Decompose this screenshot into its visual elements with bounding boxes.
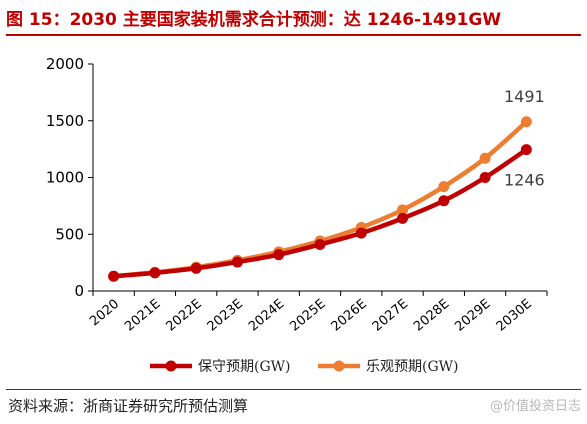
y-tick-label: 0 [74,282,84,300]
x-tick-label: 2020 [87,297,122,330]
y-tick-label: 1000 [46,169,84,187]
legend-marker-optimistic [333,360,345,372]
series-line-optimistic [111,119,529,279]
data-point-conservative [273,249,285,261]
data-point-conservative [438,195,450,207]
x-tick-label: 2021E [122,297,163,335]
data-label: 1246 [504,171,545,190]
data-point-conservative [355,227,367,239]
y-tick-label: 2000 [46,55,84,73]
legend-label-optimistic: 乐观预期(GW) [366,359,459,375]
data-point-optimistic [479,152,491,164]
source-divider [6,389,581,390]
legend-label-conservative: 保守预期(GW) [198,359,291,375]
data-point-conservative [520,144,532,156]
data-point-conservative [108,270,120,282]
data-point-conservative [479,172,491,183]
x-tick-label: 2025E [287,297,328,335]
watermark: @价值投资日志 [489,399,581,414]
x-tick-label: 2029E [452,297,493,335]
legend-marker-conservative [165,360,177,372]
data-point-optimistic [438,181,450,193]
data-point-conservative [397,212,409,224]
x-tick-label: 2028E [411,297,452,335]
x-tick-label: 2026E [329,297,370,335]
y-tick-label: 500 [55,225,84,243]
data-point-conservative [190,262,202,274]
x-tick-label: 2027E [370,297,411,335]
data-point-conservative [231,256,243,268]
x-tick-label: 2024E [246,297,287,335]
data-point-optimistic [397,204,409,216]
x-tick-label: 2022E [163,297,204,335]
x-tick-label: 2023E [205,297,246,335]
data-label: 1491 [504,87,545,106]
y-tick-label: 1500 [46,112,84,130]
chart-area: 0 500 1000 1500 2000 2020 2021E 2022E 2023E 2024E… [46,55,548,375]
source-note: 资料来源：浙商证券研究所预估测算 [8,397,249,415]
data-point-optimistic [520,116,532,128]
chart-title: 图 15：2030 主要国家装机需求合计预测：达 1246-1491GW [6,6,581,36]
data-point-conservative [314,238,326,250]
series-line-conservative [111,147,529,279]
x-tick-label: 2030E [494,297,535,335]
data-point-conservative [149,267,161,279]
